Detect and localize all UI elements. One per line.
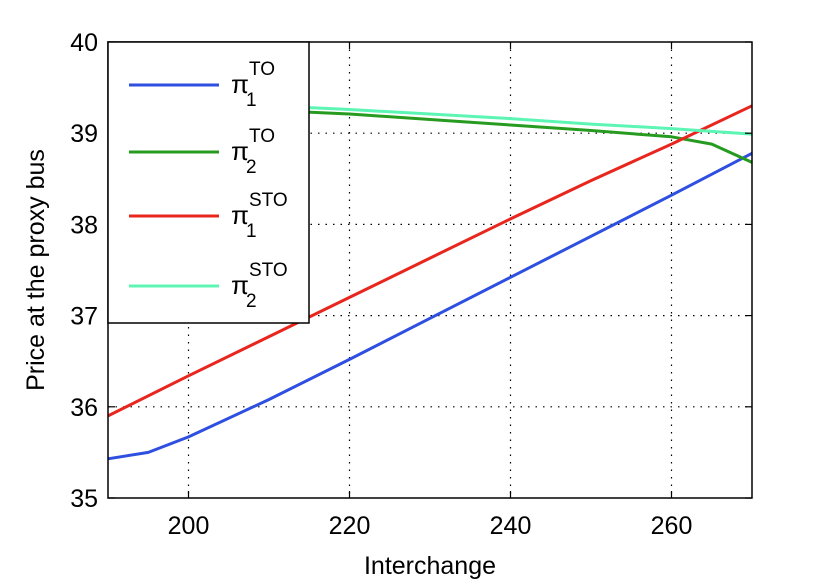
y-tick-label: 39 <box>70 120 98 148</box>
legend-box <box>107 41 310 324</box>
y-tick-label: 35 <box>70 485 98 513</box>
y-tick-label: 36 <box>70 394 98 422</box>
x-axis-label: Interchange <box>364 552 496 580</box>
legend: πTO 1 πTO 2 πSTO 1 πSTO 2 <box>107 41 310 324</box>
series-line-1 <box>107 151 753 461</box>
x-tick-label: 240 <box>490 512 532 540</box>
y-tick-label: 38 <box>70 211 98 239</box>
y-axis-label: Price at the proxy bus <box>22 149 50 391</box>
series-line-3 <box>107 104 753 418</box>
legend-label-2: πTO 2 <box>231 126 275 178</box>
legend-label-3: πSTO 1 <box>231 190 288 242</box>
legend-label-1: πTO 1 <box>231 59 275 111</box>
legend-label-4: πSTO 2 <box>231 260 288 312</box>
x-tick-label: 220 <box>329 512 371 540</box>
x-tick-label: 200 <box>168 512 210 540</box>
axis-ticks: 200 220 240 260 35 36 37 38 39 40 <box>70 29 752 540</box>
x-tick-label: 260 <box>651 512 693 540</box>
y-tick-label: 40 <box>70 29 98 57</box>
y-tick-label: 37 <box>70 303 98 331</box>
